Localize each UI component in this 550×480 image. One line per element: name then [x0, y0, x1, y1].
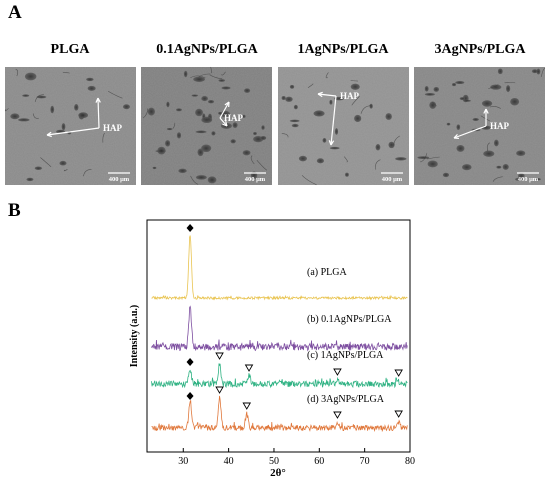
hap-arrow — [219, 117, 228, 127]
plot-area — [146, 219, 411, 453]
sem-panel-1: HAP 400 μm — [141, 66, 272, 185]
hap-arrow — [97, 97, 100, 129]
triangle-marker — [394, 369, 403, 377]
trace-2 — [151, 363, 408, 389]
x-tick-label: 80 — [405, 456, 415, 467]
scale-bar-label: 400 μm — [382, 176, 403, 183]
hap-label: HAP — [490, 121, 510, 131]
triangle-marker — [242, 402, 252, 410]
series-labels: (a) PLGA (b) 0.1AgNPs/PLGA (c) 1AgNPs/PLGA… — [307, 267, 392, 405]
scale-bar-label: 400 μm — [109, 176, 130, 183]
trace-0 — [151, 235, 408, 301]
diamond-marker — [186, 392, 194, 400]
sem-images: HAP 400 μm HAP 400 μm HAP 400 μm HAP 400 μm — [5, 66, 546, 186]
x-tick-label: 50 — [269, 456, 279, 467]
hap-arrow — [46, 127, 100, 136]
panel-b-label: B — [8, 200, 21, 221]
triangle-marker — [394, 410, 403, 418]
sem-title-3agnps: 3AgNPs/PLGA — [434, 42, 526, 57]
triangle-marker — [215, 386, 224, 394]
panel-a-label: A — [8, 2, 22, 23]
hap-arrow — [453, 125, 487, 139]
x-tick-label: 30 — [178, 456, 188, 467]
scale-bar-label: 400 μm — [518, 176, 539, 183]
sem-title-1agnps: 1AgNPs/PLGA — [297, 42, 389, 57]
series-label-1: (b) 0.1AgNPs/PLGA — [307, 314, 392, 325]
hap-arrow — [330, 95, 337, 146]
x-axis-label: 2θ° — [270, 467, 286, 479]
sem-title-plga: PLGA — [50, 42, 90, 57]
diamond-marker — [186, 224, 194, 232]
hap-label: HAP — [103, 123, 123, 133]
sem-panel-2: HAP 400 μm — [278, 67, 409, 186]
series-label-2: (c) 1AgNPs/PLGA — [307, 350, 384, 361]
peak-markers — [186, 224, 403, 419]
hap-arrow — [317, 93, 337, 97]
x-tick-label: 70 — [360, 456, 370, 467]
triangle-marker — [215, 352, 224, 360]
triangle-marker — [244, 364, 254, 372]
trace-1 — [151, 305, 408, 352]
scale-bar-label: 400 μm — [245, 176, 266, 183]
x-tick-label: 60 — [314, 456, 324, 467]
x-axis-ticks: 30 40 50 60 70 80 — [178, 448, 415, 467]
series-label-3: (d) 3AgNPs/PLGA — [307, 394, 385, 405]
hap-label: HAP — [224, 113, 244, 123]
sem-panel-0: HAP 400 μm — [5, 67, 136, 185]
y-axis-label: Intensity (a.u.) — [129, 305, 140, 368]
triangle-marker — [333, 368, 342, 376]
xrd-chart: 30 40 50 60 70 80 2θ° Intensity (a.u.) (a) PL… — [129, 219, 415, 479]
diamond-marker — [186, 358, 194, 366]
xrd-traces — [151, 235, 408, 433]
sem-panel-3: HAP 400 μm — [414, 67, 546, 185]
series-label-0: (a) PLGA — [307, 267, 347, 278]
sem-title-01agnps: 0.1AgNPs/PLGA — [156, 42, 258, 57]
triangle-marker — [333, 411, 342, 419]
x-tick-label: 40 — [224, 456, 234, 467]
hap-label: HAP — [340, 91, 360, 101]
hap-arrow — [219, 101, 230, 119]
trace-3 — [151, 395, 408, 433]
